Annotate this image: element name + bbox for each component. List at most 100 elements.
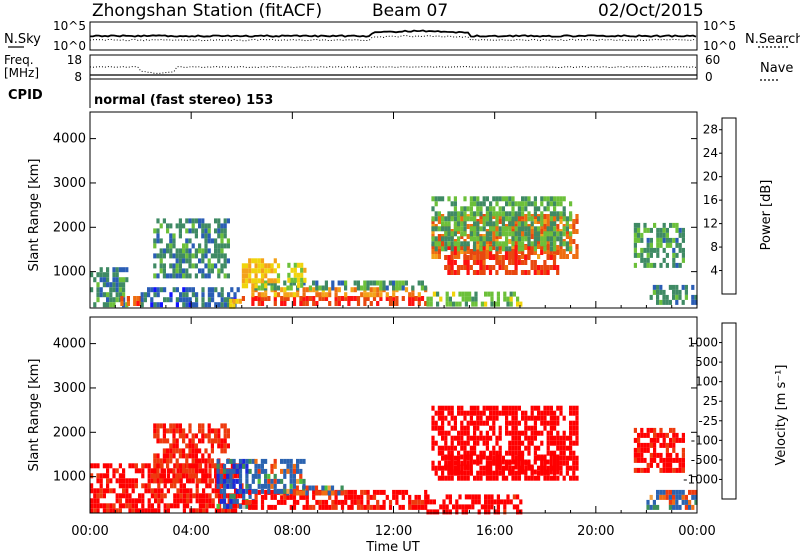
data-cell — [147, 508, 151, 514]
data-cell — [575, 425, 579, 431]
data-cell — [178, 463, 182, 469]
data-cell — [489, 226, 493, 232]
data-cell — [244, 278, 249, 284]
data-cell — [649, 494, 653, 500]
data-cell — [694, 294, 698, 300]
data-cell — [395, 499, 399, 505]
data-cell — [188, 478, 192, 484]
data-cell — [460, 464, 464, 470]
data-cell — [643, 467, 647, 473]
data-cell — [527, 415, 531, 421]
data-cell — [537, 219, 541, 224]
data-cell — [524, 469, 528, 475]
data-cell — [223, 243, 227, 249]
data-cell — [159, 223, 163, 229]
data-region — [426, 494, 523, 515]
data-cell — [524, 425, 528, 431]
data-cell — [182, 273, 186, 279]
data-cell — [575, 465, 579, 471]
data-cell — [289, 494, 293, 500]
data-cell — [159, 253, 163, 259]
data-cell — [178, 263, 182, 269]
data-cell — [173, 493, 177, 499]
data-cell — [489, 216, 493, 222]
data-cell — [527, 255, 531, 260]
data-cell — [447, 420, 451, 426]
data-cell — [201, 218, 205, 224]
data-cell — [242, 493, 246, 499]
data-cell — [195, 302, 199, 308]
data-cell — [681, 457, 685, 463]
data-cell — [176, 493, 180, 499]
data-cell — [477, 499, 481, 505]
data-cell — [552, 464, 557, 470]
data-cell — [643, 442, 647, 448]
data-cell — [436, 509, 440, 515]
data-cell — [546, 465, 550, 471]
data-cell — [520, 459, 525, 465]
data-cell — [439, 296, 443, 302]
data-cell — [296, 277, 301, 283]
data-cell — [102, 473, 106, 479]
data-cell — [553, 410, 557, 416]
data-cell — [646, 467, 650, 473]
data-cell — [202, 498, 206, 504]
data-cell — [640, 442, 644, 448]
data-cell — [649, 242, 653, 248]
data-cell — [575, 229, 579, 234]
data-cell — [463, 221, 467, 227]
data-cell — [248, 258, 252, 264]
data-cell — [157, 508, 161, 514]
data-cell — [662, 467, 666, 473]
data-cell — [473, 405, 477, 411]
data-cell — [182, 253, 186, 259]
data-cell — [495, 410, 499, 416]
data-cell — [473, 216, 477, 222]
data-cell — [543, 265, 547, 270]
data-cell — [505, 216, 509, 222]
data-cell — [241, 268, 245, 274]
data-cell — [392, 489, 396, 495]
data-cell — [485, 221, 489, 227]
data-cell — [447, 216, 451, 222]
data-cell — [90, 287, 94, 293]
data-cell — [498, 464, 502, 470]
data-cell — [186, 493, 190, 499]
data-cell — [569, 410, 573, 416]
data-cell — [331, 285, 335, 291]
data-cell — [302, 490, 306, 496]
data-cell — [260, 263, 265, 269]
data-cell — [476, 236, 480, 242]
data-cell — [188, 468, 192, 474]
data-cell — [220, 268, 224, 274]
data-cell — [299, 301, 303, 306]
data-cell — [498, 425, 502, 431]
data-cell — [498, 196, 502, 202]
data-cell — [175, 423, 179, 429]
data-cell — [324, 499, 329, 505]
data-cell — [457, 440, 461, 446]
data-cell — [223, 448, 227, 454]
data-cell — [241, 263, 245, 269]
data-cell — [694, 499, 698, 505]
data-cell — [172, 273, 176, 279]
data-cell — [691, 504, 695, 510]
data-cell — [506, 301, 510, 307]
data-cell — [140, 302, 144, 308]
data-cell — [543, 224, 547, 229]
data-cell — [517, 459, 521, 465]
data-cell — [549, 255, 553, 260]
data-cell — [166, 473, 170, 479]
data-cell — [102, 503, 106, 509]
data-cell — [479, 206, 483, 212]
data-cell — [546, 405, 550, 411]
data-cell — [665, 432, 669, 438]
data-cell — [102, 488, 106, 494]
data-cell — [540, 236, 544, 242]
data-cell — [385, 494, 389, 500]
data-cell — [659, 452, 663, 458]
data-cell — [484, 509, 488, 515]
data-cell — [344, 494, 348, 500]
data-cell — [637, 447, 641, 453]
data-cell — [520, 454, 525, 460]
